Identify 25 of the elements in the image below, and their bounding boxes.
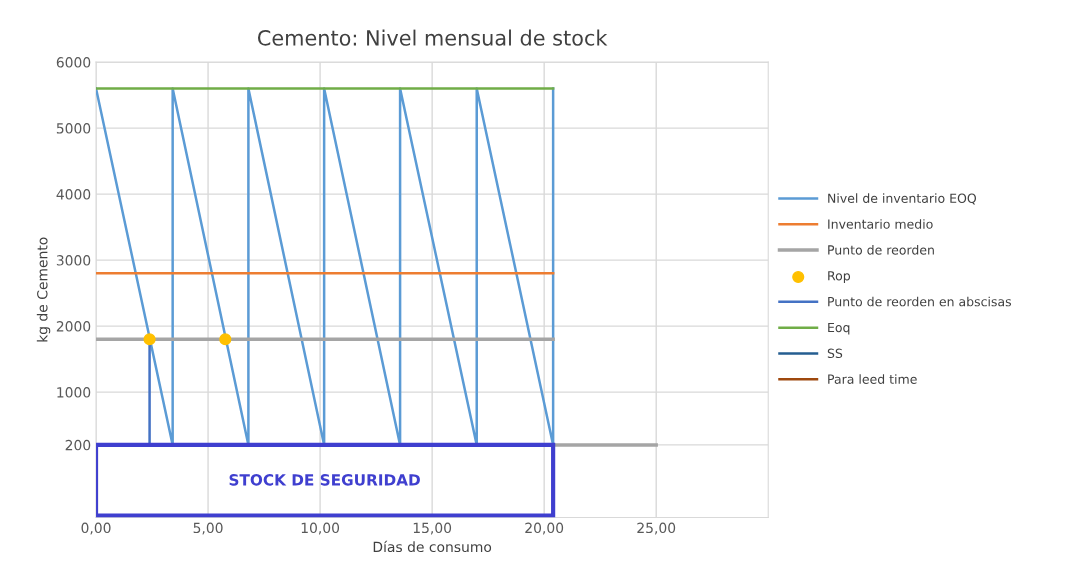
chart-title: Cemento: Nivel mensual de stock	[257, 29, 608, 46]
legend-label: SS	[827, 348, 843, 359]
legend-label: Inventario medio	[828, 219, 933, 229]
y-tick-label: 1000	[57, 387, 91, 398]
y-tick-label: 3000	[56, 255, 91, 266]
legend-label: Punto de reorden	[828, 244, 934, 255]
y-tick-label: 200	[65, 439, 91, 451]
x-tick-label: 0,00	[81, 522, 111, 535]
y-tick-label: 4000	[56, 189, 91, 200]
y-tick-label: 5000	[56, 123, 91, 134]
x-tick-label: 10,00	[301, 522, 340, 535]
annotation: STOCK DE SEGURIDAD	[229, 474, 420, 486]
y-axis-title: kg de Cemento	[36, 237, 51, 342]
legend-label: Eoq	[828, 322, 850, 335]
y-tick-label: 2000	[56, 321, 91, 332]
legend-label: Nivel de inventario EOQ	[828, 193, 977, 205]
x-tick-label: 15,00	[413, 522, 452, 535]
x-axis-title: Días de consumo	[373, 540, 492, 553]
legend-label: Para leed time	[828, 374, 917, 384]
x-tick-label: 20,00	[525, 522, 564, 535]
y-tick-label: 6000	[56, 57, 91, 68]
legend-label: Rop	[828, 271, 851, 283]
x-tick-label: 25,00	[637, 522, 676, 535]
legend-label: Punto de reorden en abscisas	[828, 296, 1012, 307]
x-tick-label: 5,00	[193, 522, 223, 535]
